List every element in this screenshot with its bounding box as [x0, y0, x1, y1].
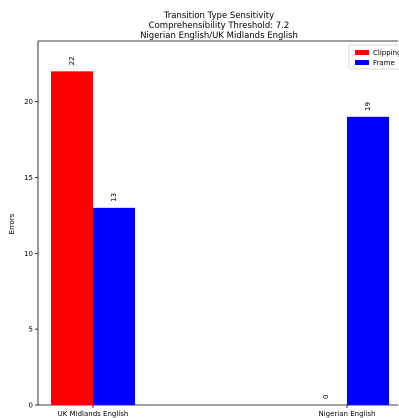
bar-frame-0	[93, 207, 135, 405]
bar-clipping-0	[51, 71, 93, 405]
data-label: 19	[364, 102, 372, 111]
plot-area: 0 5 10 15 20 UK Midlands English 22 13 Nigerian …	[24, 40, 398, 418]
legend: Clipping Frame	[348, 44, 399, 70]
legend-label-clipping: Clipping	[373, 49, 399, 57]
bar-frame-1	[347, 116, 389, 405]
chart-title-line-2: Comprehensibility Threshold: 7.2	[149, 21, 290, 31]
y-tick-label: 5	[29, 326, 33, 334]
y-tick-label: 0	[29, 402, 33, 410]
data-label: 22	[68, 56, 76, 65]
chart-title-line-3: Nigerian English/UK Midlands English	[140, 31, 298, 41]
data-label: 13	[110, 193, 118, 202]
x-tick-label: Nigerian English	[319, 410, 376, 418]
y-axis-label: Errors	[8, 213, 16, 234]
y-tick-label: 15	[24, 174, 33, 182]
y-tick-label: 10	[24, 250, 33, 258]
x-tick-label: UK Midlands English	[58, 410, 129, 418]
chart-title-line-1: Transition Type Sensitivity	[163, 11, 274, 21]
data-label: 0	[322, 395, 330, 399]
legend-label-frame: Frame	[373, 59, 395, 67]
y-tick-label: 20	[24, 98, 33, 106]
legend-swatch-frame	[355, 60, 369, 65]
legend-swatch-clipping	[355, 50, 369, 55]
